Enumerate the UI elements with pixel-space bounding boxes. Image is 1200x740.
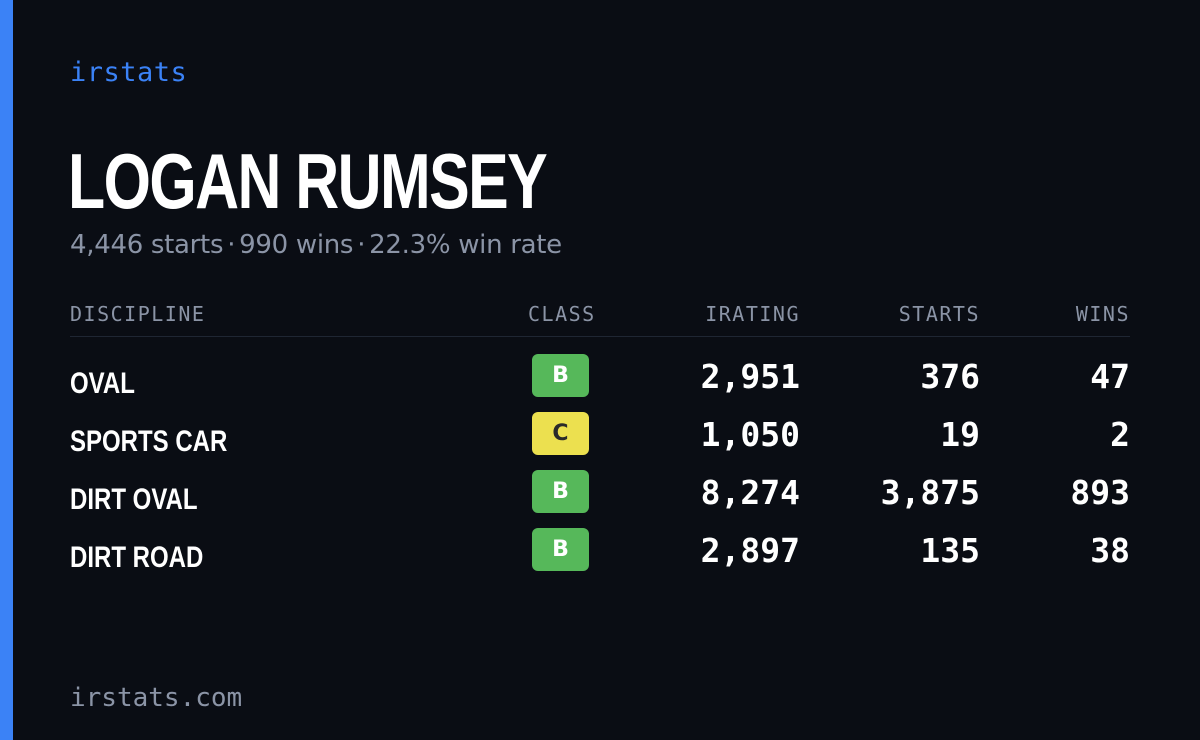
footer-url: irstats.com (70, 683, 243, 713)
accent-bar (0, 0, 13, 740)
player-name: LOGAN RUMSEY (68, 137, 548, 225)
wins-value: 47 (1090, 357, 1130, 396)
discipline-name: DIRT ROAD (70, 541, 204, 574)
license-class-badge: B (532, 528, 589, 571)
wins-value: 893 (1070, 473, 1130, 512)
starts-value: 19 (940, 415, 980, 454)
starts-value: 3,875 (880, 473, 980, 512)
wins-summary: 990 wins (239, 230, 354, 260)
starts-value: 135 (920, 531, 980, 570)
table-row: OVAL B 2,951 376 47 (70, 350, 1130, 408)
table-row: DIRT ROAD B 2,897 135 38 (70, 524, 1130, 582)
license-class-badge: C (532, 412, 589, 455)
discipline-name: OVAL (70, 367, 135, 400)
table-row: SPORTS CAR C 1,050 19 2 (70, 408, 1130, 466)
stats-table-header: DISCIPLINE CLASS IRATING STARTS WINS (70, 300, 1130, 337)
license-class-badge: B (532, 470, 589, 513)
player-summary: 4,446 starts · 990 wins · 22.3% win rate (70, 228, 562, 262)
header-starts: STARTS (898, 302, 980, 326)
stats-table-body: OVAL B 2,951 376 47 SPORTS CAR C 1,050 1… (70, 350, 1130, 582)
starts-value: 376 (920, 357, 980, 396)
starts-summary: 4,446 starts (70, 230, 224, 260)
irating-value: 1,050 (700, 415, 800, 454)
header-class: CLASS (528, 302, 596, 326)
win-rate-summary: 22.3% win rate (369, 230, 562, 260)
discipline-name: DIRT OVAL (70, 483, 198, 516)
table-row: DIRT OVAL B 8,274 3,875 893 (70, 466, 1130, 524)
license-class-badge: B (532, 354, 589, 397)
separator: · (227, 230, 236, 260)
separator: · (357, 230, 366, 260)
header-discipline: DISCIPLINE (70, 302, 206, 326)
header-wins: WINS (1075, 302, 1130, 326)
discipline-name: SPORTS CAR (70, 425, 228, 458)
irating-value: 8,274 (700, 473, 800, 512)
header-irating: IRATING (705, 302, 800, 326)
brand-logo: irstats (70, 57, 188, 88)
irating-value: 2,951 (700, 357, 800, 396)
wins-value: 2 (1110, 415, 1130, 454)
wins-value: 38 (1090, 531, 1130, 570)
irating-value: 2,897 (700, 531, 800, 570)
